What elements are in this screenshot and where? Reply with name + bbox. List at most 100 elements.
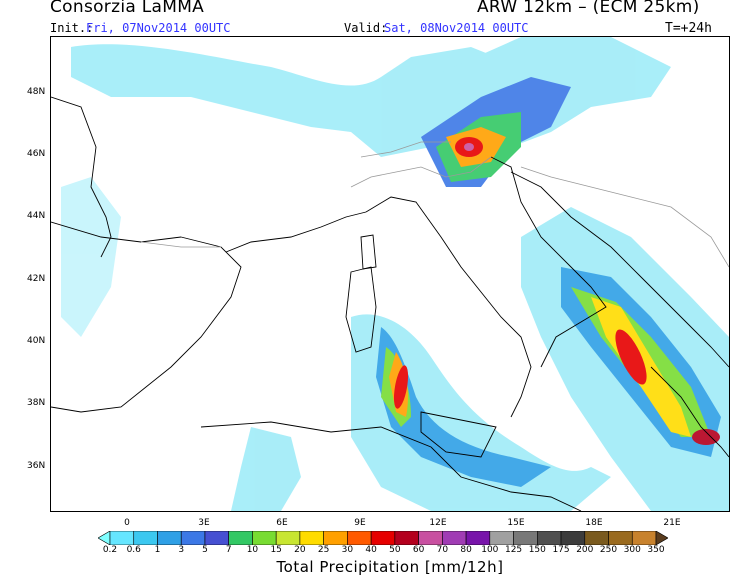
lat-label: 38N [27,398,46,408]
precip-light-south [351,314,611,511]
init-value: Fri, 07Nov2014 00UTC [86,21,231,35]
lat-label: 42N [27,274,46,284]
lon-label: 3E [198,518,210,528]
border-pyrenees [140,241,221,248]
colorbar-swatch [180,531,206,545]
lon-label: 15E [507,518,525,528]
colorbar-level-label: 125 [504,545,523,555]
colorbar-swatch [584,531,609,545]
valid-label: Valid: [344,21,388,35]
coastlines [51,96,729,511]
colorbar-level-label: 100 [481,545,499,555]
coast-italy-east [490,156,607,368]
model-title: ARW 12km – (ECM 25km) [477,0,700,17]
coast-africa [200,421,582,511]
colorbar-level-label: 80 [460,545,472,555]
lat-label: 44N [27,211,46,221]
colorbar-swatch [98,531,111,545]
coast-iberia-east [51,236,242,413]
colorbar-swatch [631,531,657,545]
colorbar-swatch [323,531,348,545]
colorbar-swatch [513,531,538,545]
colorbar-level-label: 25 [317,545,330,555]
lat-label: 40N [27,336,46,346]
colorbar-level-label: 70 [436,545,449,555]
colorbar-swatch [537,531,562,545]
lon-label: 12E [429,518,447,528]
coast-greece [650,366,729,458]
precip-light-west [71,44,521,157]
colorbar-swatch [133,531,158,545]
colorbar-swatch [157,531,182,545]
colorbar-level-label: 300 [623,545,641,555]
colorbar-level-label: 0.2 [102,545,118,555]
coast-sicily [420,411,497,458]
lat-label: 48N [27,87,46,97]
colorbar-level-label: 10 [246,545,259,555]
colorbar-title: Total Precipitation [mm/12h] [276,558,504,576]
lat-label: 46N [27,149,46,159]
colorbar [98,531,668,545]
coast-iberia-north [51,221,182,243]
precip-core-balkan [615,329,647,385]
colorbar-swatch [275,531,301,545]
colorbar-swatch [370,531,396,545]
colorbar-swatch [228,531,253,545]
colorbar-level-label: 250 [599,545,618,555]
border-france-italy [350,156,492,188]
precip-core-alps-peak [464,143,474,151]
colorbar-swatch [465,531,491,545]
lon-label: 9E [354,518,366,528]
colorbar-level-label: 50 [389,545,401,555]
colorbar-level-label: 40 [365,545,377,555]
colorbar-swatch [655,531,668,545]
colorbar-swatch [299,531,324,545]
lon-label: 21E [663,518,681,528]
coast-sardinia [345,266,377,353]
precip-blue-south [376,327,551,487]
lon-label: 6E [276,518,288,528]
border-balkan [520,166,729,268]
colorbar-swatch [418,531,443,545]
colorbar-level-label: 7 [225,545,232,555]
precip-core-greece [692,429,720,445]
colorbar-swatch [560,531,586,545]
colorbar-swatch [608,531,633,545]
precip-light-sw [231,427,301,511]
colorbar-level-label: 0.6 [126,545,141,555]
colorbar-level-label: 200 [576,545,594,555]
colorbar-level-label: 15 [270,545,282,555]
colorbar-level-label: 1 [154,545,161,555]
border-swiss [360,141,451,158]
lat-label: 36N [27,461,46,471]
colorbar-swatch [204,531,229,545]
precip-field [61,37,729,511]
coast-corsica [360,234,377,270]
colorbar-level-label: 350 [647,545,665,555]
colorbar-level-label: 20 [294,545,306,555]
lon-label: 18E [585,518,603,528]
colorbar-level-label: 3 [178,545,185,555]
colorbar-swatch [109,531,135,545]
precip-light-w2 [61,177,121,337]
precip-core-tyrrh [393,365,409,409]
org-title: Consorzia LaMMA [50,0,205,17]
colorbar-level-label: 5 [202,545,208,555]
colorbar-swatch [394,531,419,545]
init-label: Init.: [50,21,94,35]
colorbar-level-label: 150 [528,545,546,555]
colorbar-swatch [489,531,514,545]
map-canvas [51,37,729,511]
lon-label: 0 [124,518,130,528]
coast-balkan [510,171,729,368]
colorbar-level-label: 30 [341,545,354,555]
precipitation-map [50,36,730,512]
colorbar-level-label: 175 [552,545,570,555]
borders [140,141,729,268]
timestep-label: T=+24h [665,21,712,36]
coast-france-atlantic [51,96,112,258]
coast-italy-west [365,196,532,418]
valid-value: Sat, 08Nov2014 00UTC [384,21,529,35]
coast-gulf-lion [225,211,367,253]
colorbar-level-label: 60 [412,545,425,555]
